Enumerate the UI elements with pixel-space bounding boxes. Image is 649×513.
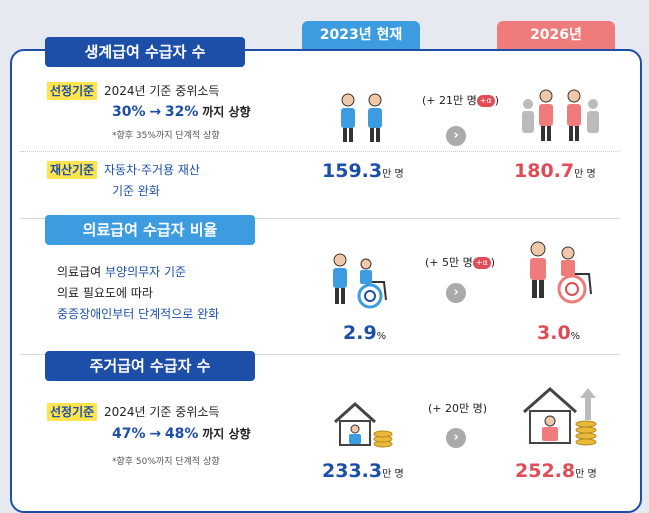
arrow-right-circle-icon: ›: [446, 126, 466, 146]
asset-line2: 기준 완화: [112, 184, 160, 198]
section-title-medical: 의료급여 수급자 비율: [45, 215, 255, 245]
pct-suffix: 까지 상향: [202, 105, 251, 119]
column-header-2026: 2026년: [497, 21, 615, 49]
increase-housing: (+ 20만 명): [428, 402, 488, 415]
increase-text: (+ 5만 명: [425, 256, 473, 269]
value-number: 2.9: [343, 322, 377, 344]
criterion-line1: 2024년 기준 중위소득: [104, 405, 220, 419]
value-target-livelihood: 180.7만 명: [514, 160, 596, 182]
criterion-selection-housing: 선정기준 2024년 기준 중위소득: [47, 403, 219, 421]
value-current-housing: 233.3만 명: [322, 460, 404, 482]
tag-asset: 재산기준: [47, 161, 98, 179]
criterion-line1: 2024년 기준 중위소득: [104, 84, 220, 98]
people-icon: [341, 93, 382, 142]
value-unit: 만 명: [382, 469, 404, 480]
pct-arrow: →: [149, 104, 162, 120]
medical-desc2: 의료 필요도에 따라: [57, 286, 153, 300]
value-unit: 만 명: [575, 469, 597, 480]
alpha-badge: +α: [476, 95, 495, 107]
increase-close: ): [494, 94, 500, 107]
house-coins-icon: [523, 386, 597, 446]
divider: [20, 151, 620, 152]
pct-from: 30%: [112, 104, 146, 120]
pct-suffix: 까지 상향: [202, 427, 251, 441]
section-divider: [20, 218, 620, 219]
desc-highlight: 부양의무자 기준: [104, 265, 187, 279]
value-unit: 만 명: [382, 169, 404, 180]
desc-prefix: 의료급여: [57, 265, 105, 279]
medical-desc1: 의료급여 부양의무자 기준: [57, 263, 186, 281]
value-current-livelihood: 159.3만 명: [322, 160, 404, 182]
increase-livelihood: (+ 21만 명 +α): [422, 92, 499, 108]
increase-close: ): [490, 256, 496, 269]
criterion-note: *향후 35%까지 단계적 상향: [112, 131, 220, 141]
people-group-icon: [522, 89, 599, 141]
tag-selection: 선정기준: [47, 82, 98, 100]
value-unit: %: [570, 331, 581, 342]
pct-to: 32%: [164, 104, 199, 120]
value-target-medical: 3.0%: [537, 322, 580, 344]
value-unit: 만 명: [574, 169, 596, 180]
asset-line1: 자동차·주거용 재산: [104, 163, 200, 177]
value-number: 180.7: [514, 160, 575, 182]
pct-from: 47%: [112, 426, 146, 442]
section-divider: [20, 354, 620, 355]
tag-selection: 선정기준: [47, 403, 98, 421]
value-number: 159.3: [322, 160, 383, 182]
caregiver-wheelchair-icon: [530, 241, 592, 304]
caregiver-wheelchair-icon: [333, 253, 387, 309]
value-current-medical: 2.9%: [343, 322, 386, 344]
increase-medical: (+ 5만 명 +α): [425, 254, 495, 270]
column-header-2023: 2023년 현재: [302, 21, 420, 49]
criterion-selection-livelihood: 선정기준 2024년 기준 중위소득: [47, 82, 219, 100]
value-target-housing: 252.8만 명: [515, 460, 597, 482]
arrow-right-circle-icon: ›: [446, 283, 466, 303]
section-title-livelihood: 생계급여 수급자 수: [45, 37, 245, 67]
increase-text: (+ 21만 명: [422, 94, 477, 107]
medical-desc3: 중증장애인부터 단계적으로 완화: [57, 307, 220, 321]
criterion-asset: 재산기준 자동차·주거용 재산: [47, 161, 200, 179]
criterion-range: 47% → 48% 까지 상향: [112, 425, 251, 443]
alpha-badge: +α: [472, 257, 491, 269]
arrow-right-circle-icon: ›: [446, 428, 466, 448]
value-number: 252.8: [515, 460, 576, 482]
criterion-range: 30% → 32% 까지 상향: [112, 103, 251, 121]
house-coins-icon: [333, 401, 393, 448]
value-number: 3.0: [537, 322, 571, 344]
pct-to: 48%: [164, 426, 199, 442]
criterion-note: *향후 50%까지 단계적 상향: [112, 457, 220, 467]
pct-arrow: →: [149, 426, 162, 442]
value-unit: %: [376, 331, 387, 342]
section-title-housing: 주거급여 수급자 수: [45, 351, 255, 381]
value-number: 233.3: [322, 460, 383, 482]
